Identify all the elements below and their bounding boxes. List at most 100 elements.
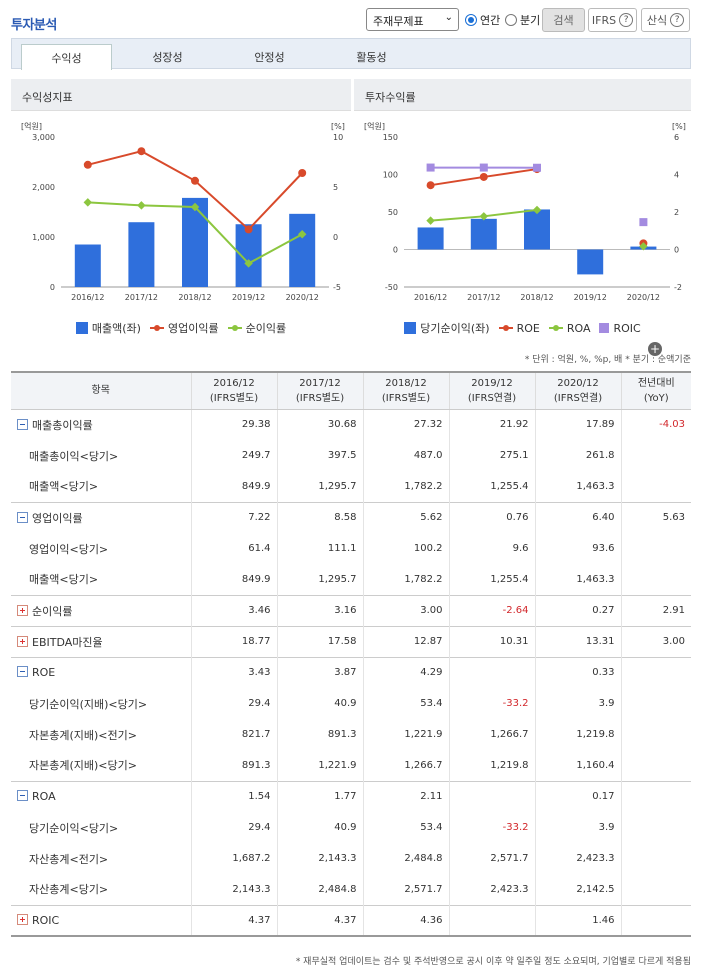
expand-icon[interactable]: +	[648, 341, 662, 356]
search-button[interactable]: 검색	[542, 8, 585, 32]
column-header: 2018/12 (IFRS별도)	[363, 371, 450, 410]
table-cell: 0.27	[535, 594, 622, 626]
table-row: 자산총계<당기> 2,143.3 2,484.8 2,571.7 2,423.3 2,14…	[11, 874, 691, 905]
tab-stability[interactable]: 안정성	[254, 50, 285, 64]
tab-growth[interactable]: 성장성	[152, 50, 183, 64]
table-cell: 2,143.3	[277, 843, 364, 874]
table-cell	[621, 874, 691, 905]
bar	[577, 249, 604, 275]
table-cell: 2,484.8	[363, 843, 450, 874]
column-header: 항목	[11, 371, 192, 410]
row-label-text: 자본총계(지배)<전기>	[29, 728, 137, 742]
y-tick-label: -50	[385, 283, 398, 292]
table-cell	[621, 656, 691, 688]
table-row: EBITDA마진율 18.77 17.58 12.87 10.31 13.31 3.00	[11, 625, 691, 657]
row-label[interactable]: 매출총이익률	[11, 408, 192, 440]
collapse-icon[interactable]	[17, 511, 28, 523]
table-cell: 53.4	[363, 688, 450, 719]
ifrs-help-button[interactable]: IFRS?	[588, 8, 637, 32]
table-cell: 3.00	[621, 625, 691, 657]
x-tick-label: 2017/12	[125, 293, 158, 302]
x-tick-label: 2018/12	[520, 293, 553, 302]
table-cell: 2.11	[363, 780, 450, 812]
row-label: 자산총계<전기>	[11, 843, 192, 874]
table-cell: 13.31	[535, 625, 622, 657]
table-cell: 18.77	[191, 625, 278, 657]
table-cell: 0.76	[449, 501, 536, 533]
bar	[289, 213, 316, 287]
table-cell: 100.2	[363, 533, 450, 564]
row-label-text: 영업이익률	[32, 511, 83, 525]
table-cell: 849.9	[191, 564, 278, 595]
bar	[128, 222, 155, 287]
row-label[interactable]: ROA	[11, 780, 192, 812]
tab-activity[interactable]: 활동성	[356, 50, 387, 64]
table-row: 당기순이익(지배)<당기> 29.4 40.9 53.4 -33.2 3.9	[11, 688, 691, 719]
table-row: 매출총이익률 29.38 30.68 27.32 21.92 17.89 -4.03	[11, 408, 691, 440]
radio-quarter[interactable]: 분기	[505, 12, 540, 28]
expand-icon[interactable]	[17, 635, 28, 647]
data-point	[298, 169, 307, 177]
row-label: 당기순이익<당기>	[11, 812, 192, 843]
x-tick-label: 2018/12	[178, 293, 211, 302]
row-label-text: ROIC	[32, 913, 60, 927]
radio-unchecked-icon	[505, 14, 517, 26]
x-tick-label: 2016/12	[71, 293, 104, 302]
legend-swatch	[599, 323, 610, 333]
data-point	[83, 160, 92, 169]
column-header: +2020/12 (IFRS연결)	[535, 341, 662, 410]
expand-icon[interactable]	[17, 604, 28, 616]
chevron-down-icon: ⌄	[444, 12, 453, 23]
table-cell: 487.0	[363, 440, 450, 471]
question-icon: ?	[619, 13, 634, 27]
table-cell: 0.17	[535, 780, 622, 812]
column-header-text: (IFRS별도)	[209, 392, 259, 404]
legend-swatch	[149, 323, 164, 333]
y-tick-label: 3,000	[32, 133, 55, 142]
table-cell: 1,255.4	[449, 471, 536, 502]
row-label-text: 순이익률	[32, 604, 73, 618]
y-tick-label: 0	[674, 246, 679, 255]
data-point	[479, 172, 488, 181]
legend-item[interactable]: ROA	[548, 320, 590, 336]
table-cell: 1,219.8	[449, 750, 536, 781]
row-label: 매출액<당기>	[11, 471, 192, 502]
legend-item[interactable]: 매출액(좌)	[75, 320, 141, 336]
formula-help-button[interactable]: 산식?	[641, 8, 690, 32]
data-point	[479, 163, 488, 172]
chart-legend: 매출액(좌) 영업이익률 순이익률	[11, 320, 351, 336]
table-cell: 27.32	[363, 408, 450, 440]
y-tick-label: 2	[674, 208, 679, 217]
row-label-text: 당기순이익(지배)<당기>	[29, 697, 148, 711]
row-label[interactable]: ROIC	[11, 904, 192, 937]
table-cell: 891.3	[277, 719, 364, 750]
row-label[interactable]: EBITDA마진율	[11, 625, 192, 657]
table-cell	[449, 656, 536, 688]
collapse-icon[interactable]	[17, 666, 28, 678]
expand-icon[interactable]	[17, 913, 28, 925]
data-point	[190, 202, 200, 212]
legend-item[interactable]: 영업이익률	[149, 320, 219, 336]
column-header-text: 2020/12	[557, 377, 599, 389]
table-cell	[621, 719, 691, 750]
y-tick-label: 150	[383, 133, 398, 142]
collapse-icon[interactable]	[17, 790, 28, 802]
bar	[524, 209, 550, 250]
legend-item[interactable]: 당기순이익(좌)	[404, 320, 490, 336]
legend-item[interactable]: 순이익률	[227, 320, 286, 336]
table-cell: 821.7	[191, 719, 278, 750]
legend-item[interactable]: ROIC	[599, 320, 641, 336]
column-header-text: (IFRS별도)	[295, 392, 345, 404]
row-label[interactable]: ROE	[11, 656, 192, 688]
table-row: 순이익률 3.46 3.16 3.00 -2.64 0.27 2.91	[11, 594, 691, 626]
page-title: 투자분석	[11, 18, 57, 33]
statement-select[interactable]: 주재무제표 ⌄	[366, 8, 459, 31]
tab-profitability[interactable]: 수익성	[21, 44, 112, 70]
row-label[interactable]: 순이익률	[11, 594, 192, 626]
legend-item[interactable]: ROE	[498, 320, 540, 336]
row-label: 자본총계(지배)<당기>	[11, 750, 192, 781]
row-label[interactable]: 영업이익률	[11, 501, 192, 533]
row-label-text: 영업이익<당기>	[29, 542, 109, 556]
radio-annual[interactable]: 연간	[465, 12, 500, 28]
collapse-icon[interactable]	[17, 418, 28, 430]
